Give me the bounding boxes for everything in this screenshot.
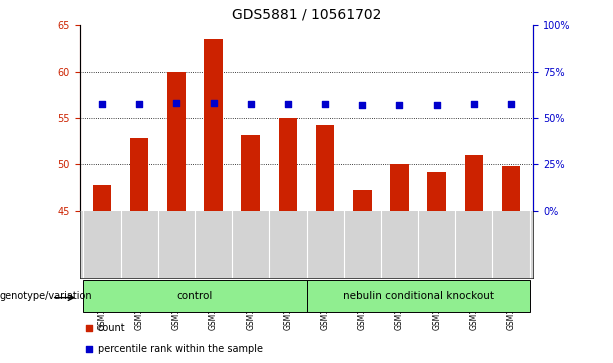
Point [84, 325, 94, 331]
Text: count: count [98, 323, 126, 333]
Text: percentile rank within the sample: percentile rank within the sample [98, 344, 263, 354]
Bar [306, 280, 530, 312]
Bar [390, 164, 409, 211]
Point [97, 101, 107, 107]
Bar [204, 39, 223, 211]
Point [357, 102, 367, 107]
Bar [427, 172, 446, 211]
Bar [465, 155, 483, 211]
Title: GDS5881 / 10561702: GDS5881 / 10561702 [232, 8, 381, 21]
Bar [167, 72, 186, 211]
Bar [353, 190, 371, 211]
Point [395, 102, 405, 107]
Point [432, 102, 441, 107]
Text: nebulin conditional knockout: nebulin conditional knockout [343, 291, 493, 301]
Point [283, 101, 293, 106]
Bar [83, 280, 306, 312]
Bar [242, 135, 260, 211]
Point [469, 101, 479, 107]
Point [84, 346, 94, 352]
Text: control: control [177, 291, 213, 301]
Point [208, 100, 218, 106]
Bar [130, 138, 148, 211]
Point [134, 101, 144, 106]
Bar [501, 166, 520, 211]
Point [246, 101, 256, 107]
Point [320, 101, 330, 107]
Point [506, 101, 516, 107]
Text: genotype/variation: genotype/variation [0, 291, 93, 301]
Bar [279, 118, 297, 211]
Point [172, 100, 181, 106]
Bar [316, 125, 334, 211]
Bar [93, 185, 112, 211]
